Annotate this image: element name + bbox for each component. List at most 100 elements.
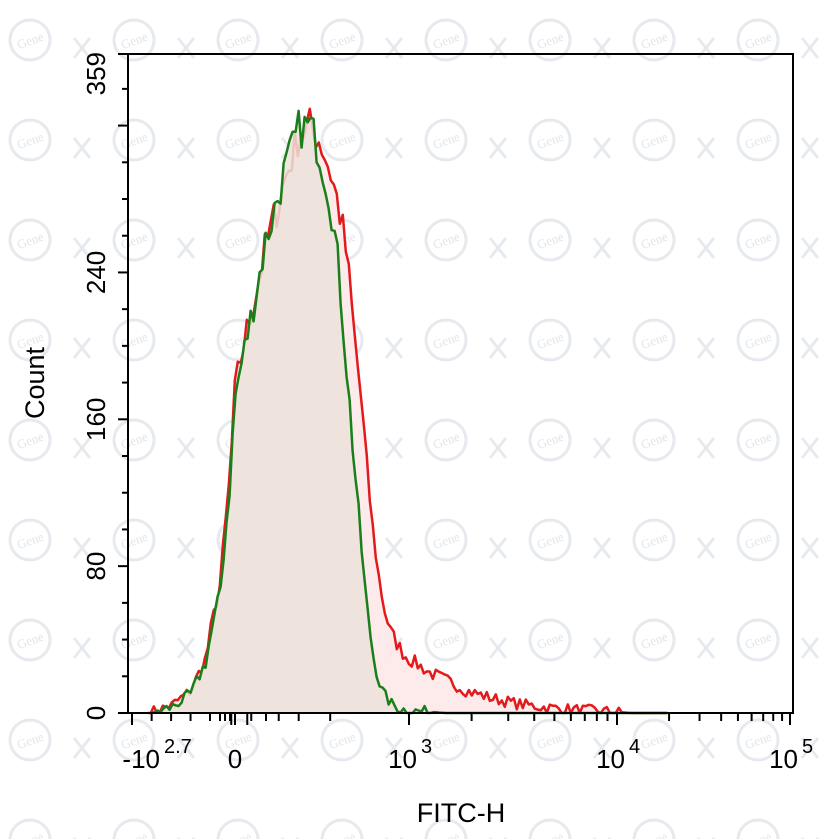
watermark-mark bbox=[320, 18, 364, 62]
y-tick-label: 160 bbox=[81, 398, 111, 441]
watermark-mark bbox=[424, 218, 468, 262]
watermark-mark bbox=[72, 137, 92, 159]
watermark-text: Gene bbox=[639, 229, 670, 253]
watermark-mark bbox=[216, 118, 260, 162]
watermark-text: Gene bbox=[743, 629, 774, 653]
watermark-mark bbox=[800, 237, 820, 259]
y-axis: 0 80 160 240 359 bbox=[81, 52, 128, 720]
watermark-mark bbox=[424, 618, 468, 662]
watermark-mark bbox=[488, 337, 508, 359]
watermark-mark bbox=[176, 437, 196, 459]
watermark-text: Gene bbox=[743, 329, 774, 353]
watermark-mark bbox=[800, 737, 820, 759]
watermark-mark bbox=[320, 118, 364, 162]
watermark-mark bbox=[528, 418, 572, 462]
watermark-text: Gene bbox=[535, 329, 566, 353]
watermark-text: Gene bbox=[223, 129, 254, 153]
watermark-mark bbox=[592, 637, 612, 659]
watermark-text: Gene bbox=[431, 729, 462, 753]
watermark-mark bbox=[176, 237, 196, 259]
watermark-mark bbox=[8, 718, 52, 762]
watermark-mark bbox=[696, 737, 716, 759]
watermark-mark bbox=[424, 18, 468, 62]
watermark-mark bbox=[384, 337, 404, 359]
watermark-text: Gene bbox=[119, 829, 150, 839]
watermark-text: Gene bbox=[15, 129, 46, 153]
watermark-mark bbox=[112, 518, 156, 562]
watermark-text: Gene bbox=[743, 29, 774, 53]
watermark-mark bbox=[424, 518, 468, 562]
watermark-mark bbox=[216, 18, 260, 62]
watermark-mark bbox=[696, 537, 716, 559]
watermark-mark bbox=[736, 618, 780, 662]
x-tick-label: -10 bbox=[122, 744, 160, 774]
watermark-mark bbox=[72, 437, 92, 459]
watermark-text: Gene bbox=[639, 529, 670, 553]
x-tick-exponent: 3 bbox=[421, 736, 432, 758]
watermark-mark bbox=[736, 818, 780, 839]
series-layer bbox=[147, 107, 668, 715]
watermark-mark bbox=[696, 137, 716, 159]
y-axis-label: Count bbox=[20, 346, 50, 419]
x-axis: -10 2.7 0 10 3 10 4 10 5 bbox=[122, 713, 813, 774]
watermark-mark bbox=[8, 518, 52, 562]
watermark-text: Gene bbox=[431, 329, 462, 353]
watermark-text: Gene bbox=[223, 29, 254, 53]
watermark-mark bbox=[528, 618, 572, 662]
watermark-mark bbox=[424, 118, 468, 162]
watermark-mark bbox=[384, 237, 404, 259]
watermark-mark bbox=[112, 218, 156, 262]
watermark-mark bbox=[424, 718, 468, 762]
watermark-mark bbox=[696, 337, 716, 359]
watermark-text: Gene bbox=[15, 229, 46, 253]
x-tick-exponent: 2.7 bbox=[164, 736, 192, 758]
watermark-mark bbox=[8, 618, 52, 662]
watermark-mark bbox=[800, 137, 820, 159]
watermark-mark bbox=[800, 637, 820, 659]
watermark-text: Gene bbox=[535, 29, 566, 53]
watermark-mark bbox=[72, 737, 92, 759]
watermark-mark bbox=[632, 118, 676, 162]
watermark-mark bbox=[320, 718, 364, 762]
watermark-mark bbox=[736, 418, 780, 462]
watermark-mark bbox=[176, 137, 196, 159]
watermark-text: Gene bbox=[639, 329, 670, 353]
watermark-mark bbox=[424, 818, 468, 839]
watermark-mark bbox=[528, 18, 572, 62]
y-tick-label: 240 bbox=[81, 251, 111, 294]
watermark-text: Gene bbox=[743, 129, 774, 153]
watermark-mark bbox=[736, 318, 780, 362]
watermark-text: Gene bbox=[431, 429, 462, 453]
x-tick-exponent: 5 bbox=[802, 736, 813, 758]
watermark-mark bbox=[488, 137, 508, 159]
watermark-mark bbox=[592, 737, 612, 759]
watermark-text: Gene bbox=[119, 429, 150, 453]
watermark-mark bbox=[592, 437, 612, 459]
watermark-mark bbox=[736, 518, 780, 562]
watermark-text: Gene bbox=[639, 729, 670, 753]
watermark-text: Gene bbox=[15, 829, 46, 839]
watermark-text: Gene bbox=[639, 829, 670, 839]
watermark-text: Gene bbox=[431, 629, 462, 653]
watermark-text: Gene bbox=[431, 229, 462, 253]
watermark-text: Gene bbox=[223, 829, 254, 839]
y-tick-label: 359 bbox=[81, 52, 111, 95]
watermark-mark bbox=[424, 418, 468, 462]
watermark-text: Gene bbox=[327, 729, 358, 753]
watermark-mark bbox=[216, 718, 260, 762]
x-tick-label: 10 bbox=[388, 744, 417, 774]
watermark-text: Gene bbox=[535, 129, 566, 153]
watermark-mark bbox=[8, 18, 52, 62]
watermark-mark bbox=[800, 437, 820, 459]
watermark-mark bbox=[736, 18, 780, 62]
watermark-mark bbox=[528, 818, 572, 839]
watermark-text: Gene bbox=[639, 429, 670, 453]
watermark-text: Gene bbox=[431, 829, 462, 839]
watermark-mark bbox=[424, 318, 468, 362]
watermark-text: Gene bbox=[431, 529, 462, 553]
watermark-mark bbox=[696, 437, 716, 459]
watermark-text: Gene bbox=[119, 329, 150, 353]
watermark-mark bbox=[384, 137, 404, 159]
watermark-mark bbox=[632, 818, 676, 839]
watermark-mark bbox=[112, 618, 156, 662]
